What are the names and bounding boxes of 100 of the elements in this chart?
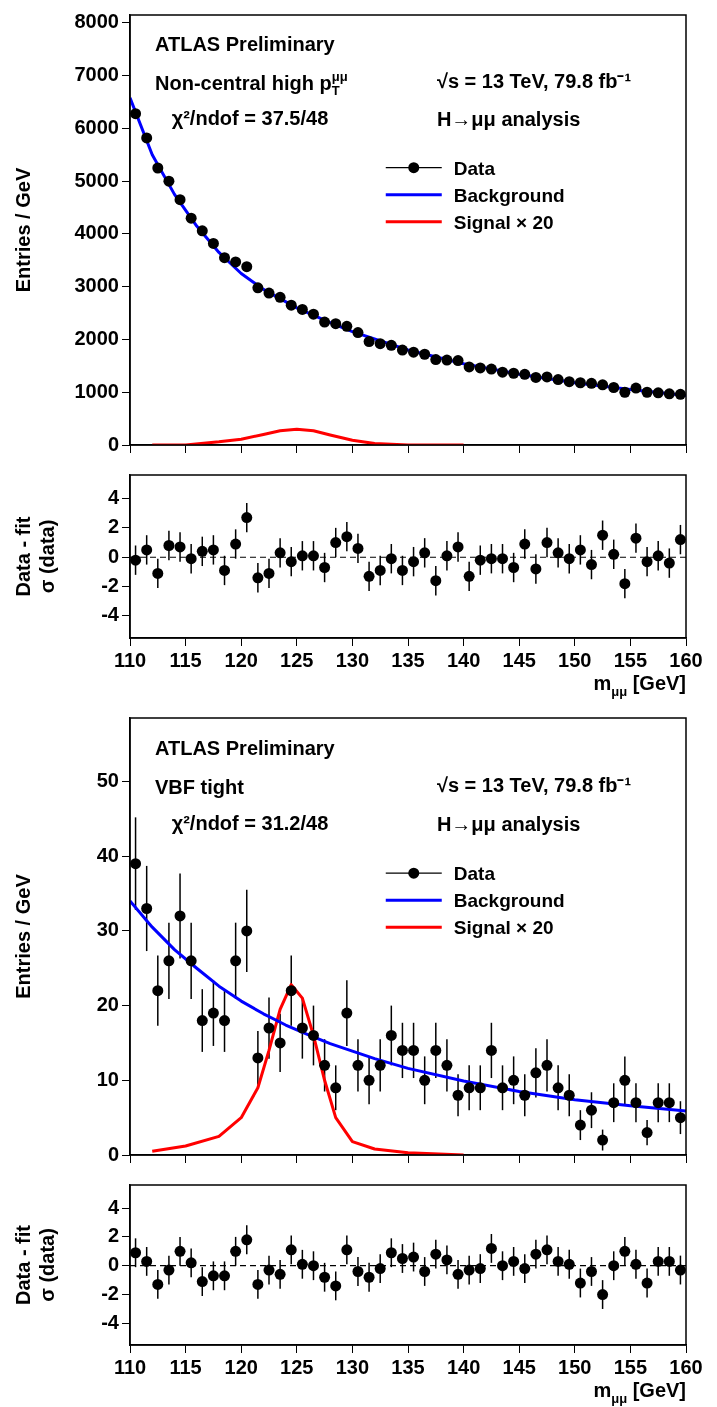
point: [541, 537, 553, 549]
point: [408, 556, 420, 568]
point: [174, 541, 186, 553]
x-tick-label: 115: [169, 1355, 202, 1378]
point: [163, 1264, 175, 1276]
point: [552, 1082, 564, 1094]
point: [652, 1255, 664, 1267]
point: [485, 1242, 497, 1254]
legend-label: Data: [453, 157, 496, 179]
point: [296, 1022, 308, 1034]
point: [463, 1082, 475, 1094]
point: [452, 1268, 464, 1280]
point: [174, 910, 186, 922]
point: [508, 562, 520, 574]
point: [241, 512, 253, 524]
annotation: χ²/ndof = 31.2/48: [171, 812, 329, 835]
y-tick-label: 7000: [74, 63, 119, 86]
x-tick-label: 130: [335, 648, 370, 671]
point: [252, 282, 264, 294]
point: [341, 1244, 353, 1256]
annotation: VBF tight: [155, 775, 245, 798]
point: [430, 575, 442, 587]
point: [219, 1270, 231, 1282]
x-tick-label: 110: [113, 1355, 147, 1378]
y-axis-title: Entries / GeV: [11, 167, 34, 293]
point: [408, 1044, 420, 1056]
point: [274, 291, 286, 303]
y-axis-title: Data - fit σ (data): [11, 516, 58, 597]
point: [230, 1245, 242, 1257]
point: [130, 858, 142, 870]
point: [385, 339, 397, 351]
point: [630, 1258, 642, 1270]
point: [263, 1264, 275, 1276]
y-tick-label: 2000: [74, 326, 119, 349]
x-tick-label: 125: [280, 1355, 314, 1378]
x-tick-label: 115: [169, 648, 202, 671]
point: [452, 541, 464, 553]
point: [152, 567, 164, 579]
x-tick-label: 140: [446, 648, 481, 671]
point: [296, 1258, 308, 1270]
point: [641, 386, 653, 398]
point: [252, 1052, 264, 1064]
point: [141, 902, 153, 914]
point: [196, 1276, 208, 1288]
point: [185, 1257, 197, 1269]
point: [241, 1234, 253, 1246]
point: [597, 1289, 609, 1301]
point: [141, 544, 153, 556]
point: [619, 578, 631, 590]
y-tick-label: 8000: [74, 10, 119, 33]
point: [385, 553, 397, 565]
y-tick-label: 2: [107, 515, 119, 538]
point: [419, 1074, 431, 1086]
y-tick-label: 0: [107, 1142, 119, 1165]
point: [519, 538, 531, 550]
point: [241, 261, 253, 273]
x-tick-label: 155: [613, 648, 648, 671]
point: [230, 256, 242, 268]
point: [374, 338, 386, 350]
point: [263, 287, 275, 299]
y-tick-label: 20: [96, 993, 119, 1016]
y-tick-label: -2: [101, 574, 119, 597]
point: [585, 1265, 597, 1277]
y-tick-label: 3000: [74, 274, 119, 297]
x-tick-label: 160: [669, 648, 703, 671]
legend-label: Background: [453, 184, 565, 206]
point: [396, 1253, 408, 1265]
point: [296, 303, 308, 315]
point: [152, 985, 164, 997]
point: [563, 1258, 575, 1270]
point: [641, 1277, 653, 1289]
point: [207, 1270, 219, 1282]
point: [619, 1245, 631, 1257]
x-tick-label: 135: [391, 1355, 425, 1378]
point: [363, 1074, 375, 1086]
point: [530, 1248, 542, 1260]
point: [519, 1089, 531, 1101]
y-tick-label: 6000: [74, 115, 119, 138]
point: [374, 1059, 386, 1071]
point: [285, 1244, 297, 1256]
legend-label: Background: [453, 890, 565, 912]
point: [563, 553, 575, 565]
annotation: H→μμ analysis: [436, 812, 581, 835]
point: [363, 336, 375, 348]
point: [241, 925, 253, 937]
x-tick-label: 120: [224, 648, 258, 671]
point: [330, 318, 342, 330]
point: [330, 1082, 342, 1094]
point: [530, 371, 542, 383]
point: [330, 1280, 342, 1292]
annotation: H→μμ analysis: [436, 108, 581, 131]
y-tick-label: 10: [96, 1067, 119, 1090]
point: [219, 252, 231, 264]
x-tick-label: 160: [669, 1355, 703, 1378]
point: [230, 955, 242, 967]
point: [141, 1255, 153, 1267]
legend-label: Signal × 20: [453, 211, 554, 233]
point: [530, 1067, 542, 1079]
point: [374, 1263, 386, 1275]
point: [608, 548, 620, 560]
